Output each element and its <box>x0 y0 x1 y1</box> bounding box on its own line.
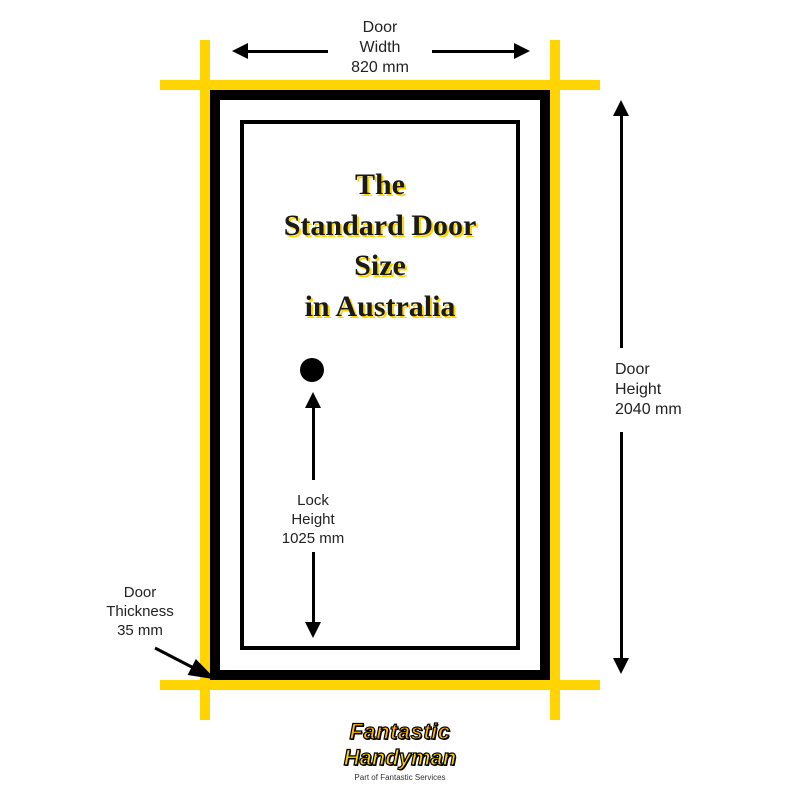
title-line-1: The <box>355 168 405 201</box>
height-arrow-top-head <box>613 100 629 116</box>
width-arrow-right-head <box>514 43 530 59</box>
height-label-3: 2040 mm <box>615 401 682 418</box>
lock-arrow-bottom-line <box>312 552 315 622</box>
frame-line-right <box>550 40 560 720</box>
title-line-3: Size <box>354 249 406 282</box>
lock-arrow-bottom-head <box>305 622 321 638</box>
title-line-4: in Australia <box>305 290 456 323</box>
height-dimension-label: Door Height 2040 mm <box>615 360 705 420</box>
height-label-1: Door <box>615 361 650 378</box>
lock-arrow-top-line <box>312 406 315 480</box>
lock-label-1: Lock <box>297 492 329 509</box>
logo-tagline: Part of Fantastic Services <box>344 773 456 782</box>
width-arrow-left-head <box>232 43 248 59</box>
door-knob-icon <box>300 358 324 382</box>
diagram-title: The Standard Door Size in Australia <box>250 165 510 327</box>
width-label-3: 820 mm <box>351 59 409 76</box>
width-label-2: Width <box>360 39 401 56</box>
height-arrow-bottom-head <box>613 658 629 674</box>
frame-line-top <box>160 80 600 90</box>
lock-arrow-top-head <box>305 392 321 408</box>
lock-label-2: Height <box>291 511 334 528</box>
height-arrow-top-line <box>620 114 623 348</box>
lock-dimension-label: Lock Height 1025 mm <box>278 492 348 548</box>
brand-logo: Fantastic Handyman Part of Fantastic Ser… <box>344 719 456 782</box>
height-arrow-bottom-line <box>620 432 623 658</box>
title-line-2: Standard Door <box>284 209 477 242</box>
thickness-dimension-label: Door Thickness 35 mm <box>95 584 185 640</box>
width-arrow-right-line <box>432 50 514 53</box>
logo-word-2: Handyman <box>344 745 456 770</box>
width-label-1: Door <box>363 19 398 36</box>
frame-line-bottom <box>160 680 600 690</box>
thickness-label-1: Door <box>124 584 157 601</box>
thickness-label-2: Thickness <box>106 603 174 620</box>
height-label-2: Height <box>615 381 661 398</box>
lock-label-3: 1025 mm <box>282 530 345 547</box>
width-arrow-left-line <box>246 50 328 53</box>
thickness-label-3: 35 mm <box>117 622 163 639</box>
frame-line-left <box>200 40 210 720</box>
logo-word-1: Fantastic <box>349 719 450 744</box>
width-dimension-label: Door Width 820 mm <box>340 18 420 78</box>
